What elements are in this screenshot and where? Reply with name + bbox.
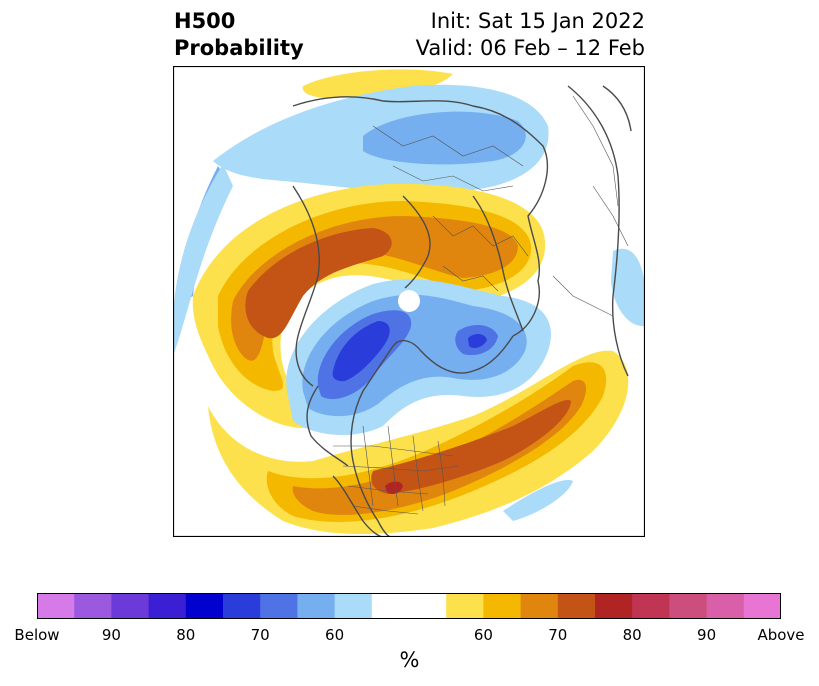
political-borders xyxy=(333,95,629,515)
colorbar-tick-label: 80 xyxy=(176,626,196,644)
colorbar-tick-label: 80 xyxy=(622,626,642,644)
colorbar-tick-label: 90 xyxy=(101,626,121,644)
colorbar-swatch xyxy=(260,593,298,619)
anomaly-subtropical-negative xyxy=(503,480,573,521)
colorbar-swatch xyxy=(37,593,75,619)
colorbar-tick-label: Below xyxy=(14,626,60,644)
colorbar-swatch xyxy=(669,593,708,619)
init-date: Init: Sat 15 Jan 2022 xyxy=(430,9,645,33)
colorbar-swatch xyxy=(334,593,373,619)
colorbar-swatch xyxy=(520,593,559,619)
colorbar-swatch xyxy=(632,593,670,619)
colorbar-swatch xyxy=(409,593,447,619)
colorbar-swatch xyxy=(706,593,745,619)
colorbar-tick-label: 70 xyxy=(548,626,568,644)
colorbar-swatch xyxy=(446,593,484,619)
colorbar xyxy=(37,593,781,619)
colorbar-tick-label: 60 xyxy=(325,626,345,644)
anomaly-east-negative xyxy=(611,248,645,327)
colorbar-border xyxy=(37,593,781,619)
colorbar-swatch xyxy=(148,593,187,619)
anomaly-top-positive xyxy=(302,69,453,98)
colorbar-swatch xyxy=(595,593,633,619)
colorbar-swatch xyxy=(297,593,336,619)
colorbar-tick-label: 90 xyxy=(697,626,717,644)
anomaly-eurasia-positive xyxy=(192,183,546,428)
map-dates: Init: Sat 15 Jan 2022 Valid: 06 Feb – 12… xyxy=(416,8,645,62)
colorbar-swatch xyxy=(74,593,112,619)
coastlines xyxy=(292,85,632,537)
colorbar-tick-label: 70 xyxy=(250,626,270,644)
colorbar-swatch xyxy=(371,593,410,619)
anomaly-north-america-positive xyxy=(208,350,629,535)
title-type: Probability xyxy=(174,36,304,60)
colorbar-swatch xyxy=(483,593,522,619)
colorbar-swatch xyxy=(185,593,224,619)
probability-map xyxy=(173,66,645,537)
colorbar-swatch xyxy=(111,593,150,619)
colorbar-tick-label: Above xyxy=(757,626,805,644)
colorbar-swatch xyxy=(223,593,261,619)
anomaly-arctic-negative xyxy=(286,279,551,436)
colorbar-tick-label: 60 xyxy=(473,626,493,644)
colorbar-swatch xyxy=(743,593,781,619)
title-variable: H500 xyxy=(174,9,236,33)
colorbar-unit-label: % xyxy=(399,648,420,672)
colorbar-tick-labels: Below 90 80 70 60 60 70 80 90 Above xyxy=(0,626,819,648)
anomaly-north-asia-negative xyxy=(173,84,549,356)
colorbar-swatch xyxy=(557,593,596,619)
valid-range: Valid: 06 Feb – 12 Feb xyxy=(415,36,645,60)
map-title: H500 Probability xyxy=(174,8,304,62)
